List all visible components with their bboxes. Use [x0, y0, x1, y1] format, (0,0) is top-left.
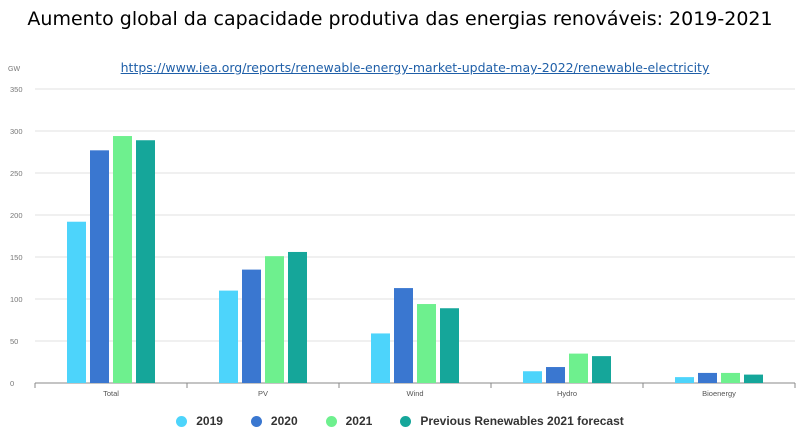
- bar-total-2021: [113, 136, 132, 383]
- bar-wind-2021: [417, 304, 436, 383]
- legend-swatch: [250, 415, 262, 427]
- legend-swatch: [176, 415, 188, 427]
- legend-label: 2019: [196, 414, 223, 428]
- x-tick-label: PV: [258, 389, 268, 398]
- bar-total-2020: [90, 150, 109, 383]
- bar-bioenergy-2021: [721, 372, 740, 383]
- legend-item: 2019: [176, 414, 223, 428]
- y-tick-label: 150: [10, 253, 23, 262]
- bar-bioenergy-previous-renewables-2021-forecast: [744, 374, 763, 383]
- y-tick-label: 50: [10, 337, 18, 346]
- y-tick-label: 350: [10, 85, 23, 94]
- bar-total-2019: [67, 221, 86, 383]
- bar-wind-previous-renewables-2021-forecast: [440, 308, 459, 383]
- bar-pv-previous-renewables-2021-forecast: [288, 251, 307, 383]
- x-tick-label: Wind: [406, 389, 423, 398]
- legend-swatch: [325, 415, 337, 427]
- y-tick-label: 300: [10, 127, 23, 136]
- bar-bioenergy-2020: [698, 372, 717, 383]
- y-tick-label: 100: [10, 295, 23, 304]
- legend-label: Previous Renewables 2021 forecast: [420, 414, 624, 428]
- bar-pv-2019: [219, 290, 238, 383]
- bar-hydro-2020: [546, 367, 565, 383]
- legend: 2019 2020 2021 Previous Renewables 2021 for…: [0, 414, 800, 428]
- legend-swatch: [400, 415, 412, 427]
- x-tick-label: Total: [103, 389, 119, 398]
- y-tick-label: 0: [10, 379, 14, 388]
- chart-title: Aumento global da capacidade produtiva d…: [27, 8, 773, 30]
- bar-wind-2020: [394, 288, 413, 383]
- y-tick-label: 250: [10, 169, 23, 178]
- bar-total-previous-renewables-2021-forecast: [136, 140, 155, 383]
- bar-hydro-2021: [569, 353, 588, 383]
- x-tick-label: Hydro: [557, 389, 577, 398]
- bar-bioenergy-2019: [675, 377, 694, 383]
- bar-hydro-previous-renewables-2021-forecast: [592, 356, 611, 383]
- bar-hydro-2019: [523, 371, 542, 383]
- legend-label: 2020: [270, 414, 298, 428]
- source-link[interactable]: https://www.iea.org/reports/renewable-en…: [120, 60, 710, 75]
- x-tick-label: Bioenergy: [702, 389, 736, 398]
- legend-label: 2021: [345, 414, 373, 428]
- bar-wind-2019: [371, 333, 390, 383]
- y-axis-unit-label: GW: [8, 66, 20, 73]
- legend-item: 2021: [325, 414, 373, 428]
- bar-pv-2021: [265, 256, 284, 383]
- bar-pv-2020: [242, 269, 261, 383]
- legend-item: 2020: [250, 414, 298, 428]
- y-tick-label: 200: [10, 211, 23, 220]
- legend-item: Previous Renewables 2021 forecast: [400, 414, 624, 428]
